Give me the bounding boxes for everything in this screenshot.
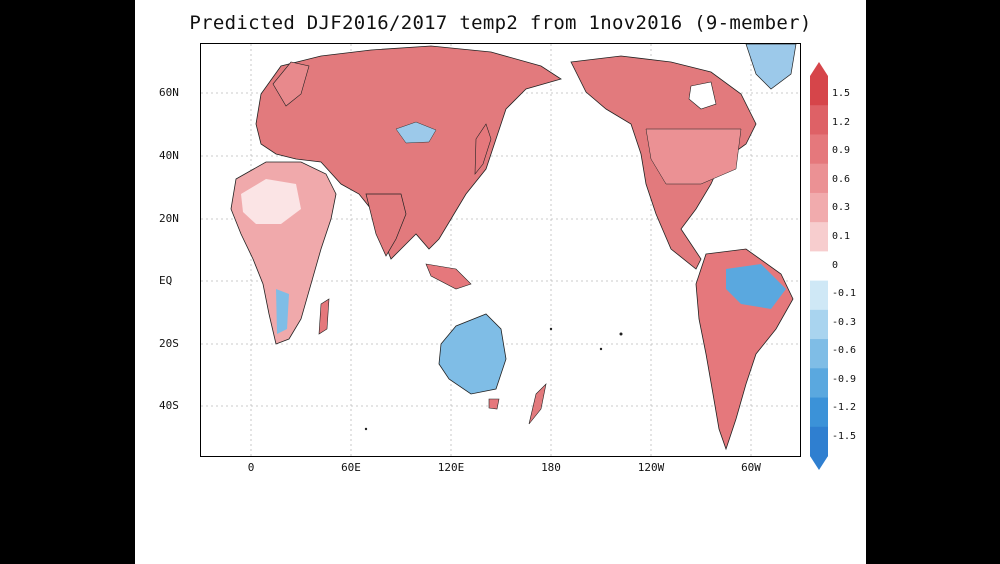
colorbar-top-arrow bbox=[810, 62, 828, 76]
pacific-island bbox=[549, 327, 553, 331]
lon-label: 60E bbox=[341, 461, 361, 474]
pacific-island bbox=[599, 347, 603, 351]
figure-panel: Predicted DJF2016/2017 temp2 from 1nov20… bbox=[135, 0, 866, 564]
colorbar-tick-label: 1.5 bbox=[832, 88, 851, 99]
hudson-bay bbox=[688, 81, 717, 110]
colorbar-swatch bbox=[810, 309, 828, 340]
australia-landmass bbox=[438, 313, 507, 395]
colorbar-tick-label: 0.1 bbox=[832, 230, 851, 242]
colorbar-tick-label: 0.9 bbox=[832, 145, 851, 157]
mongolia-cool-patch bbox=[395, 121, 437, 144]
colorbar-swatch bbox=[810, 251, 828, 282]
colorbar-tick-label: -0.3 bbox=[832, 316, 857, 328]
lat-label: EQ bbox=[159, 274, 173, 287]
pacific-island bbox=[619, 332, 623, 336]
world-map bbox=[200, 43, 801, 457]
maritime-continent bbox=[425, 263, 472, 290]
india-landmass bbox=[365, 193, 407, 257]
lon-label: 120E bbox=[437, 461, 465, 474]
colorbar-swatch bbox=[810, 76, 828, 106]
map-title: Predicted DJF2016/2017 temp2 from 1nov20… bbox=[189, 12, 812, 34]
colorbar-tick-label: 1.2 bbox=[832, 116, 851, 128]
lon-label: 120W bbox=[637, 461, 665, 474]
japan bbox=[474, 123, 492, 175]
lat-label: 60N bbox=[159, 86, 179, 99]
colorbar-swatch bbox=[810, 222, 828, 252]
colorbar-tick-label: -0.6 bbox=[832, 345, 857, 357]
colorbar-swatch bbox=[810, 368, 828, 399]
africa-cool-east bbox=[276, 289, 289, 334]
us-warm-central bbox=[645, 128, 742, 185]
madagascar bbox=[318, 298, 330, 335]
africa-white-sahara bbox=[241, 179, 301, 224]
colorbar-swatch bbox=[810, 339, 828, 369]
colorbar-swatch bbox=[810, 280, 828, 311]
colorbar-tick-label: 0.3 bbox=[832, 202, 851, 214]
lon-label: 60W bbox=[741, 461, 761, 474]
new-zealand bbox=[528, 383, 547, 425]
colorbar-tick-label: -0.9 bbox=[832, 373, 857, 385]
lat-label: 20N bbox=[159, 212, 179, 225]
pacific-island bbox=[364, 427, 368, 431]
colorbar-tick-label: -1.2 bbox=[832, 402, 857, 414]
colorbar-tick-label: -0.1 bbox=[832, 288, 857, 300]
colorbar-tick-label: 0.6 bbox=[832, 173, 851, 185]
eurasia-landmass bbox=[255, 45, 562, 260]
lat-label: 40S bbox=[159, 399, 179, 412]
scandinavia-warm bbox=[272, 61, 310, 107]
map-canvas bbox=[201, 44, 800, 456]
lat-label: 20S bbox=[159, 337, 179, 350]
brazil-cool-patch bbox=[726, 264, 786, 309]
colorbar-swatch bbox=[810, 426, 828, 457]
colorbar-swatch bbox=[810, 163, 828, 194]
greenland bbox=[745, 44, 797, 90]
colorbar-swatch bbox=[810, 134, 828, 165]
colorbar-swatch bbox=[810, 397, 828, 428]
lon-label: 180 bbox=[541, 461, 561, 474]
colorbar-tick-label: -1.5 bbox=[832, 431, 857, 442]
tasmania bbox=[488, 398, 500, 410]
colorbar-tick-label: 0 bbox=[832, 259, 839, 271]
lon-label: 0 bbox=[247, 461, 255, 474]
colorbar bbox=[810, 62, 828, 470]
colorbar-bottom-arrow bbox=[810, 456, 828, 470]
lat-label: 40N bbox=[159, 149, 179, 162]
colorbar-swatch bbox=[810, 105, 828, 135]
colorbar-swatch bbox=[810, 192, 828, 223]
